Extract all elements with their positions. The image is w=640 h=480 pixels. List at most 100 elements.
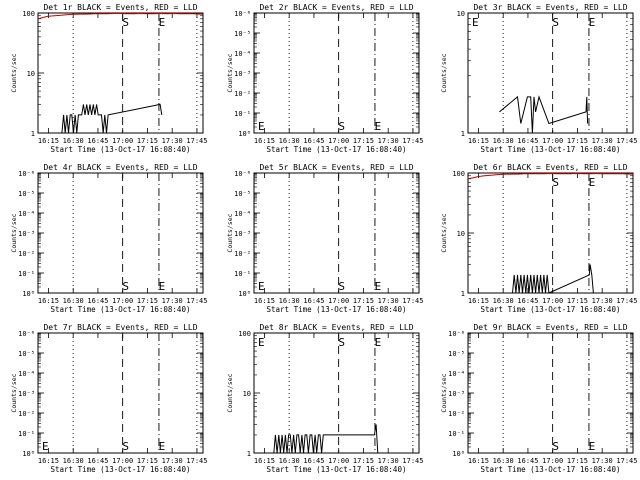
- y-axis-label: Counts/sec: [10, 53, 18, 92]
- x-tick-label: 17:30: [592, 297, 613, 305]
- y-tick-label: 10⁻⁵: [234, 190, 251, 198]
- marker-label: S: [122, 440, 129, 453]
- x-tick-label: 16:15: [38, 457, 59, 465]
- plot-frame: [253, 12, 420, 134]
- y-tick-label: 10⁻³: [18, 230, 35, 238]
- x-tick-label: 16:45: [517, 457, 538, 465]
- series-line-events: [61, 103, 163, 134]
- x-tick-label: 17:15: [567, 137, 588, 145]
- x-tick-label: 17:45: [186, 457, 207, 465]
- x-tick-label: 16:45: [517, 137, 538, 145]
- x-tick-label: 17:45: [186, 137, 207, 145]
- x-tick-label: 17:45: [402, 457, 423, 465]
- x-tick-label: 16:45: [517, 297, 538, 305]
- x-tick-label: 16:15: [468, 457, 489, 465]
- y-axis-label: Counts/sec: [226, 373, 234, 412]
- y-axis-label: Counts/sec: [226, 53, 234, 92]
- y-tick-label: 10⁰: [452, 450, 465, 458]
- x-tick-label: 16:15: [254, 137, 275, 145]
- panel-det-5: Det 5r BLACK = Events, RED = LLD 16:15 16:…: [226, 163, 423, 314]
- x-tick-label: 16:15: [254, 457, 275, 465]
- x-tick-label: 17:00: [328, 137, 349, 145]
- y-tick-label: 10⁰: [22, 450, 35, 458]
- y-tick-label: 10: [27, 70, 35, 78]
- y-tick-label: 100: [452, 170, 465, 178]
- x-tick-label: 17:15: [353, 457, 374, 465]
- x-axis-label: Start Time (13-Oct-17 16:08:40): [267, 145, 407, 154]
- plot-frame: [37, 12, 204, 134]
- y-tick-label: 10⁻¹: [18, 430, 35, 438]
- x-tick-label: 17:30: [162, 457, 183, 465]
- panel-title: Det 3r BLACK = Events, RED = LLD: [473, 3, 627, 12]
- y-tick-label: 100: [22, 10, 35, 18]
- x-tick-label: 17:00: [112, 137, 133, 145]
- x-axis-label: Start Time (13-Oct-17 16:08:40): [51, 145, 191, 154]
- y-axis-label: Counts/sec: [440, 373, 448, 412]
- series-line-events: [512, 264, 594, 294]
- marker-label: E: [375, 120, 382, 133]
- x-tick-label: 17:15: [567, 457, 588, 465]
- panel-det-4: Det 4r BLACK = Events, RED = LLD 16:15 16:…: [10, 163, 207, 314]
- y-tick-label: 10⁻⁴: [234, 50, 251, 58]
- panel-title: Det 5r BLACK = Events, RED = LLD: [259, 163, 413, 172]
- x-tick-label: 16:15: [468, 137, 489, 145]
- plot-frame: [253, 172, 420, 294]
- panel-title: Det 1r BLACK = Events, RED = LLD: [43, 3, 197, 12]
- y-tick-label: 10⁻⁶: [234, 10, 251, 18]
- x-tick-label: 16:30: [493, 137, 514, 145]
- y-tick-label: 10: [243, 390, 251, 398]
- x-tick-label: 16:45: [303, 137, 324, 145]
- y-axis-label: Counts/sec: [440, 213, 448, 252]
- y-tick-label: 10⁰: [22, 290, 35, 298]
- y-tick-label: 10⁻⁵: [18, 350, 35, 358]
- x-tick-label: 17:45: [616, 457, 637, 465]
- panel-det-8: Det 8r BLACK = Events, RED = LLD 16:15 16:…: [226, 323, 423, 474]
- y-tick-label: 10⁰: [238, 290, 251, 298]
- marker-label: E: [589, 176, 596, 189]
- x-tick-label: 16:30: [63, 457, 84, 465]
- marker-label: S: [552, 440, 559, 453]
- marker-label: S: [122, 280, 129, 293]
- x-tick-label: 17:30: [378, 457, 399, 465]
- y-tick-label: 10⁻²: [234, 250, 251, 258]
- x-tick-label: 17:00: [112, 457, 133, 465]
- x-tick-label: 16:45: [303, 297, 324, 305]
- x-axis-label: Start Time (13-Oct-17 16:08:40): [481, 305, 621, 314]
- marker-label: S: [338, 336, 345, 349]
- x-tick-label: 16:30: [279, 297, 300, 305]
- marker-label: E: [258, 280, 265, 293]
- y-tick-label: 1: [461, 130, 465, 138]
- y-tick-label: 10⁻⁵: [234, 30, 251, 38]
- x-axis-label: Start Time (13-Oct-17 16:08:40): [481, 465, 621, 474]
- y-axis-label: Counts/sec: [440, 53, 448, 92]
- x-tick-label: 16:15: [38, 297, 59, 305]
- x-tick-label: 17:15: [137, 137, 158, 145]
- panel-det-6: Det 6r BLACK = Events, RED = LLD 16:15 16:…: [440, 163, 637, 314]
- y-axis-label: Counts/sec: [226, 213, 234, 252]
- panel-title: Det 7r BLACK = Events, RED = LLD: [43, 323, 197, 332]
- x-tick-label: 17:00: [328, 297, 349, 305]
- y-axis-label: Counts/sec: [10, 373, 18, 412]
- x-tick-label: 17:30: [378, 297, 399, 305]
- marker-label: E: [375, 336, 382, 349]
- panel-det-1: Det 1r BLACK = Events, RED = LLD 16:15 16:…: [10, 3, 207, 154]
- x-tick-label: 17:30: [592, 137, 613, 145]
- panel-title: Det 6r BLACK = Events, RED = LLD: [473, 163, 627, 172]
- x-tick-label: 17:15: [353, 137, 374, 145]
- series-line-lld: [37, 12, 203, 20]
- y-tick-label: 10⁻⁶: [234, 170, 251, 178]
- x-tick-label: 17:45: [186, 297, 207, 305]
- y-tick-label: 10⁻⁴: [18, 210, 35, 218]
- x-tick-label: 17:45: [402, 297, 423, 305]
- x-tick-label: 16:30: [493, 297, 514, 305]
- x-tick-label: 17:00: [542, 297, 563, 305]
- y-tick-label: 10⁻¹: [448, 430, 465, 438]
- x-tick-label: 16:30: [279, 457, 300, 465]
- x-axis-label: Start Time (13-Oct-17 16:08:40): [481, 145, 621, 154]
- y-tick-label: 10⁻²: [18, 250, 35, 258]
- x-tick-label: 16:45: [87, 297, 108, 305]
- x-tick-label: 16:30: [493, 457, 514, 465]
- y-tick-label: 100: [238, 330, 251, 338]
- y-tick-label: 10⁻⁴: [448, 370, 465, 378]
- panel-det-3: Det 3r BLACK = Events, RED = LLD 16:15 16:…: [440, 3, 637, 154]
